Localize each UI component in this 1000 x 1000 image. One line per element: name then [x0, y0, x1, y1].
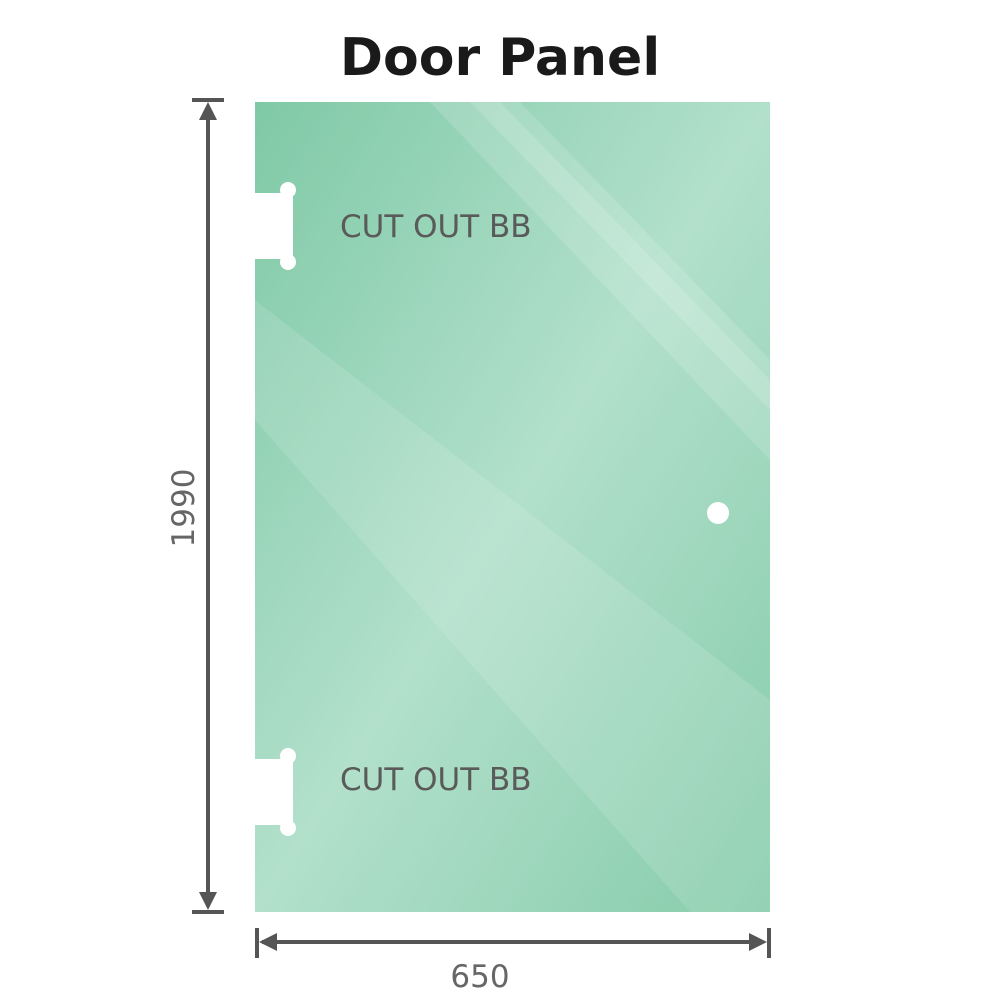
height-dimension-label: 1990	[166, 469, 202, 548]
cutout-label-top: CUT OUT BB	[340, 209, 532, 245]
handle-hole	[707, 502, 729, 524]
diagram-title: Door Panel	[339, 28, 661, 88]
glass-panel	[255, 102, 770, 912]
cutout-label-bottom: CUT OUT BB	[340, 762, 532, 798]
width-dimension-arrow	[255, 928, 771, 958]
cutout-bottom	[255, 748, 296, 836]
cutout-top	[255, 182, 296, 270]
width-dimension-label: 650	[450, 959, 509, 995]
height-dimension-arrow	[192, 98, 224, 914]
